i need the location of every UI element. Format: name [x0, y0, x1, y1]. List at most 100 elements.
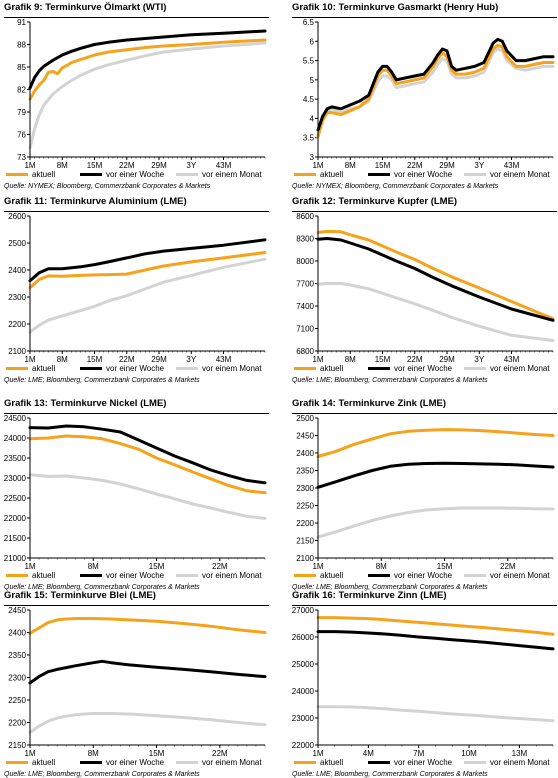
x-tick-label: 3Y [474, 161, 484, 169]
series-line-woche [28, 238, 267, 283]
y-tick-label: 5 [310, 76, 315, 85]
series-line-woche [316, 37, 555, 132]
series-line-aktuell [316, 428, 555, 458]
legend-item-monat: vor einem Monat [176, 363, 262, 374]
chart-panel-copper: Grafik 12: Terminkurve Kupfer (LME) 6800 7… [292, 196, 557, 384]
legend-item-monat: vor einem Monat [176, 757, 262, 768]
legend-swatch [294, 367, 316, 370]
x-tick-label: 1M [24, 562, 35, 570]
y-tick-label: 27000 [292, 606, 315, 615]
series-line-monat [316, 282, 555, 342]
chart-title-main: Terminkurve Zinn (LME) [338, 590, 447, 601]
chart-legend: aktuell vor einer Woche vor einem Monat [4, 570, 269, 582]
y-tick-label: 21000 [4, 554, 27, 563]
chart-panel-gas: Grafik 10: Terminkurve Gasmarkt (Henry H… [292, 2, 557, 190]
series-line-monat [316, 506, 555, 539]
x-tick-label: 15M [149, 749, 165, 757]
chart-legend: aktuell vor einer Woche vor einem Monat [292, 757, 557, 769]
legend-swatch [80, 367, 102, 370]
chart-source: Quelle: NYMEX; Bloomberg, Commerzbank Co… [292, 183, 499, 190]
legend-item-aktuell: aktuell [294, 570, 343, 581]
legend-swatch [176, 367, 198, 370]
legend-item-woche: vor einer Woche [80, 169, 164, 180]
chart-plot: 73 76 79 82 85 88 91 1M 8M 15M 22M 29M 3Y 43M [17, 18, 267, 169]
chart-title: Grafik 15: Terminkurve Blei (LME) [4, 590, 156, 601]
series-line-monat [28, 473, 267, 520]
y-tick-label: 2300 [8, 293, 26, 302]
y-tick-label: 23500 [4, 454, 27, 463]
x-tick-label: 29M [439, 355, 455, 363]
legend-item-woche: vor einer Woche [368, 169, 452, 180]
x-tick-label: 3Y [474, 355, 484, 363]
y-tick-label: 2300 [296, 484, 314, 493]
y-tick-label: 24000 [4, 434, 27, 443]
x-tick-label: 29M [151, 161, 167, 169]
x-tick-label: 7M [413, 749, 424, 757]
chart-title: Grafik 10: Terminkurve Gasmarkt (Henry H… [292, 2, 499, 13]
legend-item-aktuell: aktuell [6, 570, 55, 581]
legend-label: aktuell [32, 364, 56, 373]
chart-title: Grafik 11: Terminkurve Aluminium (LME) [4, 196, 187, 207]
y-tick-label: 2400 [8, 629, 26, 638]
chart-plot: 2100 2200 2300 2400 2500 2600 1M 8M 15M 22M 29M 3Y 4… [8, 212, 267, 363]
y-tick-label: 23000 [292, 714, 315, 723]
x-tick-label: 22M [212, 562, 228, 570]
y-tick-label: 6800 [296, 347, 314, 356]
series-line-woche [28, 659, 267, 685]
x-tick-label: 43M [216, 355, 232, 363]
x-tick-label: 43M [504, 355, 520, 363]
x-tick-label: 15M [375, 355, 391, 363]
chart-title-prefix: Grafik 15 [4, 590, 45, 601]
legend-label: vor einem Monat [202, 758, 262, 767]
chart-panel-nickel: Grafik 13: Terminkurve Nickel (LME) 21000… [4, 398, 269, 591]
chart-source: Quelle: NYMEX; Bloomberg, Commerzbank Co… [4, 183, 211, 190]
legend-item-aktuell: aktuell [6, 169, 55, 180]
y-tick-label: 2350 [296, 467, 314, 476]
y-tick-label: 76 [17, 131, 26, 140]
x-tick-label: 1M [312, 562, 323, 570]
x-tick-label: 29M [439, 161, 455, 169]
x-tick-label: 43M [216, 161, 232, 169]
legend-swatch [464, 173, 486, 176]
series-line-woche [28, 424, 267, 485]
legend-label: vor einem Monat [490, 170, 550, 179]
chart-title: Grafik 14: Terminkurve Zink (LME) [292, 398, 446, 409]
legend-label: aktuell [320, 364, 344, 373]
y-tick-label: 8600 [296, 212, 314, 221]
x-tick-label: 8M [376, 562, 387, 570]
y-tick-label: 22000 [292, 741, 315, 750]
y-tick-label: 21500 [4, 534, 27, 543]
legend-item-monat: vor einem Monat [464, 363, 550, 374]
chart-source: Quelle: LME; Bloomberg, Commerzbank Corp… [4, 377, 200, 384]
series-line-aktuell [316, 616, 555, 636]
series-line-aktuell [28, 434, 267, 495]
y-tick-label: 5.5 [303, 57, 315, 66]
chart-legend: aktuell vor einer Woche vor einem Monat [292, 169, 557, 181]
y-tick-label: 24500 [4, 414, 27, 423]
legend-swatch [6, 173, 28, 176]
x-tick-label: 13M [512, 749, 528, 757]
legend-swatch [294, 761, 316, 764]
chart-source: Quelle: LME; Bloomberg, Commerzbank Corp… [292, 771, 488, 778]
y-tick-label: 7700 [296, 280, 314, 289]
x-tick-label: 29M [151, 355, 167, 363]
legend-swatch [464, 574, 486, 577]
y-tick-label: 2300 [8, 674, 26, 683]
x-tick-label: 1M [312, 355, 323, 363]
legend-label: vor einem Monat [202, 571, 262, 580]
y-tick-label: 82 [17, 86, 26, 95]
y-tick-label: 25000 [292, 660, 315, 669]
title-rule [292, 17, 557, 18]
legend-swatch [6, 574, 28, 577]
legend-label: aktuell [32, 758, 56, 767]
series-line-woche [316, 630, 555, 651]
series-line-monat [28, 712, 267, 734]
y-tick-label: 26000 [292, 633, 315, 642]
chart-panel-oil: Grafik 9: Terminkurve Ölmarkt (WTI) 73 76 7… [4, 2, 269, 190]
legend-label: vor einem Monat [202, 364, 262, 373]
chart-legend: aktuell vor einer Woche vor einem Monat [292, 363, 557, 375]
y-tick-label: 85 [17, 63, 26, 72]
title-rule [4, 605, 269, 606]
chart-panel-tin: Grafik 16: Terminkurve Zinn (LME) 22000 23… [292, 590, 557, 778]
legend-swatch [6, 761, 28, 764]
